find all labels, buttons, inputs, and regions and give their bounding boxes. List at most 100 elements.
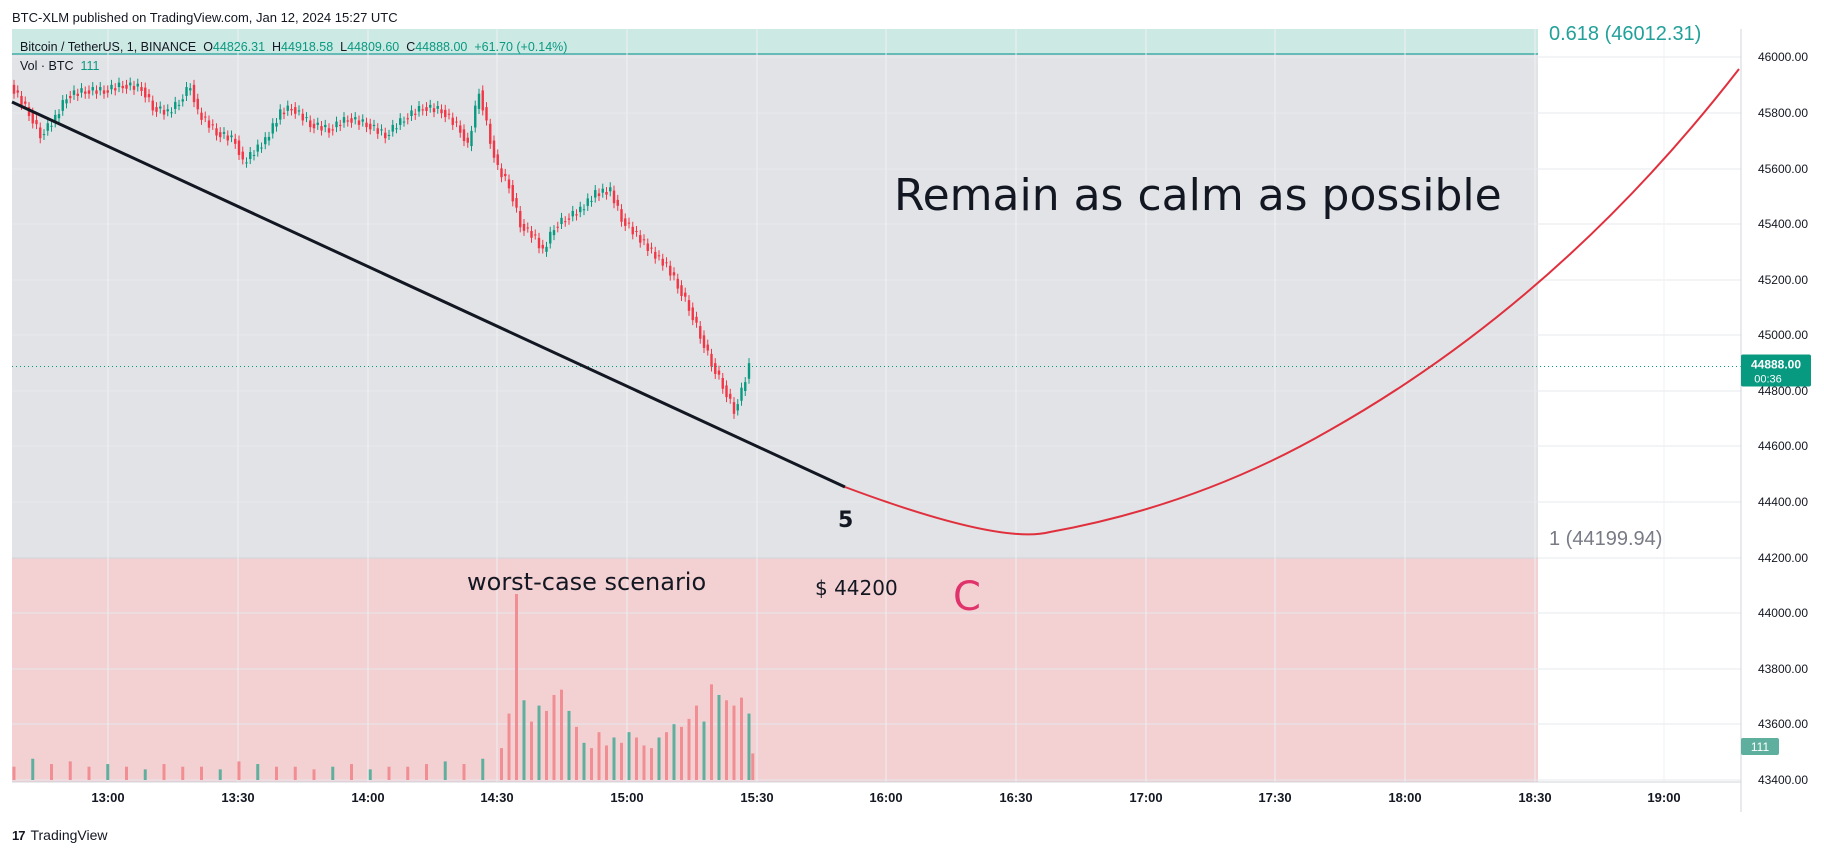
y-tick-label: 45800.00: [1758, 106, 1808, 120]
volume-bar: [200, 766, 203, 780]
high-value: 44918.58: [281, 40, 334, 54]
volume-badge-value: 111: [1751, 740, 1770, 754]
candle: [492, 140, 496, 158]
x-tick-label: 17:00: [1129, 790, 1162, 805]
annotation-price-target[interactable]: $ 44200: [815, 576, 898, 600]
candle: [616, 199, 619, 206]
candle: [519, 211, 522, 228]
annotation-worst-case[interactable]: worst-case scenario: [467, 568, 706, 596]
candle: [526, 227, 529, 229]
candle: [676, 278, 679, 289]
legend-band: [12, 29, 1538, 54]
annotation-remain-calm[interactable]: Remain as calm as possible: [894, 170, 1502, 221]
candle: [185, 87, 188, 96]
candle: [324, 124, 327, 128]
annotation-wave-5[interactable]: 5: [838, 508, 853, 533]
volume-bar: [12, 766, 16, 780]
candle: [294, 107, 297, 114]
candle: [290, 108, 293, 111]
x-tick-label: 14:30: [480, 790, 513, 805]
candle: [279, 109, 282, 120]
volume-bar: [162, 764, 166, 780]
annotation-wave-c[interactable]: C: [953, 574, 981, 620]
candle: [320, 126, 323, 131]
candle: [451, 117, 454, 125]
candle: [537, 237, 541, 249]
candle: [350, 118, 353, 123]
y-tick-label: 45200.00: [1758, 273, 1808, 287]
candle: [72, 90, 76, 95]
x-tick-label: 17:30: [1258, 790, 1291, 805]
volume-bar: [590, 748, 593, 780]
candle: [414, 113, 417, 115]
volume-bar: [650, 748, 653, 780]
candle: [204, 116, 207, 118]
brand-name: TradingView: [30, 827, 108, 843]
candle: [590, 200, 593, 202]
candle: [687, 300, 691, 311]
volume-bar: [507, 713, 511, 780]
candle: [695, 316, 698, 323]
candle: [646, 243, 649, 251]
candle: [594, 190, 597, 198]
candle: [346, 120, 349, 122]
candle: [545, 246, 548, 252]
candle: [219, 132, 222, 138]
candle: [357, 120, 361, 125]
candle: [534, 234, 537, 236]
candle: [549, 231, 552, 244]
y-tick-label: 44200.00: [1758, 551, 1808, 565]
candle: [271, 123, 274, 134]
volume-bar: [406, 766, 410, 780]
candle: [556, 226, 559, 228]
trendline[interactable]: [11, 100, 846, 489]
candle: [481, 90, 484, 111]
volume-bar: [331, 766, 335, 780]
candle: [91, 87, 94, 91]
volume-bar: [350, 764, 353, 780]
candle: [620, 209, 623, 222]
projection-curve[interactable]: [844, 68, 1740, 536]
candle: [624, 218, 627, 226]
candle: [39, 127, 42, 139]
candle: [27, 107, 31, 117]
candle: [639, 235, 642, 243]
candle: [579, 206, 582, 213]
candle: [110, 84, 113, 90]
price-badge[interactable]: [1741, 354, 1811, 387]
candle: [470, 130, 473, 147]
symbol-legend: Bitcoin / TetherUS, 1, BINANCE O44826.31…: [20, 40, 567, 54]
candle: [485, 107, 488, 121]
volume-label[interactable]: Vol · BTC: [20, 59, 74, 73]
candle: [714, 363, 717, 374]
candle: [650, 247, 653, 249]
volume-bar: [747, 713, 751, 780]
candle: [429, 104, 432, 108]
close-label: C: [406, 40, 416, 54]
volume-bar: [627, 732, 631, 780]
candle: [635, 230, 638, 232]
candle: [440, 109, 443, 114]
candle: [151, 100, 154, 111]
volume-bar: [560, 689, 563, 780]
candle: [327, 128, 331, 133]
lower-zone: [12, 558, 1538, 782]
candle: [69, 95, 72, 99]
candle: [20, 95, 23, 105]
y-tick-label: 43400.00: [1758, 773, 1808, 787]
volume-bar: [530, 721, 533, 780]
candle: [297, 110, 301, 112]
candle: [106, 90, 109, 93]
footer-brand[interactable]: 17 TradingView: [12, 827, 108, 843]
volume-bar: [181, 766, 185, 780]
candle: [24, 101, 27, 104]
volume-bar: [567, 710, 571, 780]
candle: [275, 122, 278, 127]
candle: [601, 188, 604, 193]
symbol-name[interactable]: Bitcoin / TetherUS, 1, BINANCE: [20, 40, 197, 54]
candle: [237, 140, 241, 155]
volume-bar: [68, 761, 72, 780]
candle: [282, 112, 286, 115]
volume-bar: [695, 705, 698, 780]
